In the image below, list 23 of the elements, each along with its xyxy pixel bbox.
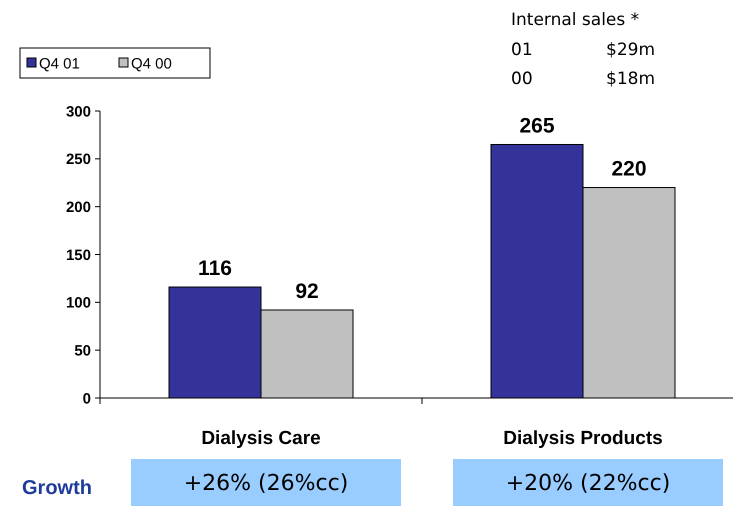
y-tick-label: 50 [74,342,91,360]
y-tick-label: 100 [66,294,91,312]
text: Growth [22,477,92,499]
y-tick-label: 250 [66,151,91,168]
x-tick-label: Dialysis Products [503,428,663,449]
legend-label: Q4 00 [131,55,172,72]
data-label: 220 [611,158,647,181]
data-label: 116 [198,257,232,280]
text: $18m [606,69,656,89]
data-label: 265 [519,114,555,138]
data-label: 92 [295,280,319,303]
y-tick-label: 300 [66,103,91,120]
y-tick-label: 200 [66,198,91,216]
text: $29m [606,40,656,60]
x-tick-label: Dialysis Care [201,428,321,449]
text: +26% (26%cc) [184,471,348,496]
text: 00 [511,69,533,89]
y-tick-label: 150 [66,246,91,264]
text: 01 [511,40,533,60]
text: Internal sales * [511,10,640,30]
y-tick-label: 0 [82,390,91,408]
text: +20% (22%cc) [506,471,670,496]
legend-label: Q4 01 [39,55,80,72]
